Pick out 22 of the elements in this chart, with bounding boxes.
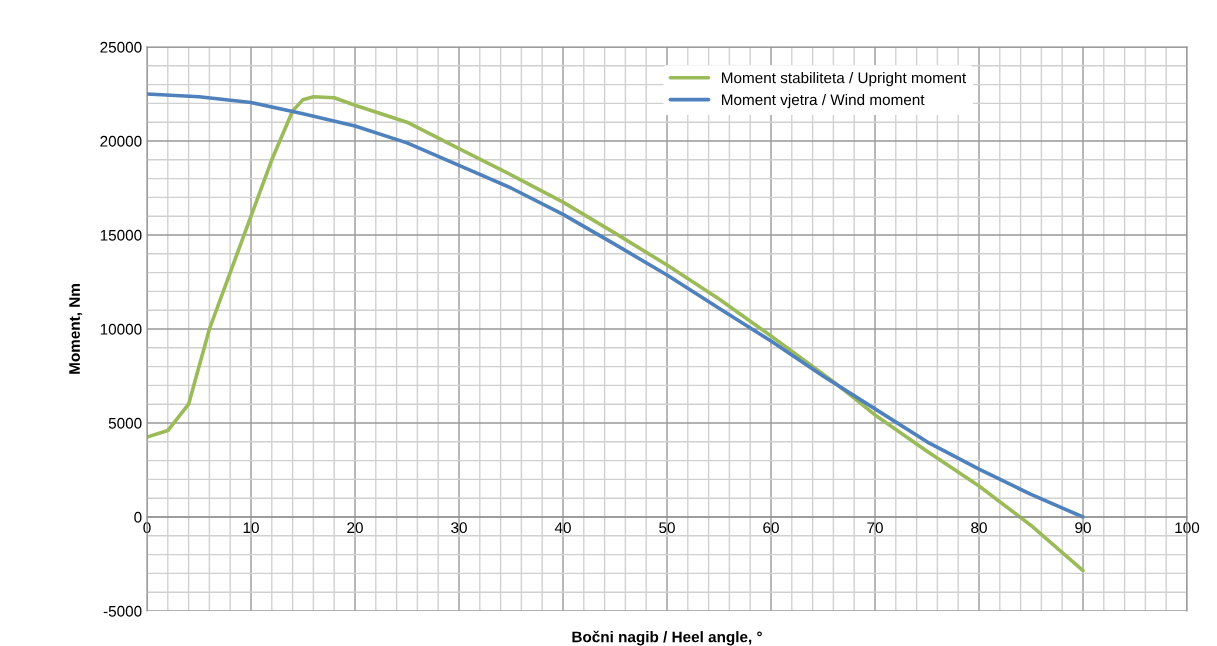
x-tick-label: 10 [243, 522, 259, 534]
y-tick-label: 5000 [108, 417, 142, 429]
legend-label: Moment stabiliteta / Upright moment [722, 72, 967, 87]
y-tick-label: 25000 [100, 41, 142, 53]
legend-label: Moment vjetra / Wind moment [722, 93, 925, 109]
x-tick-label: 100 [1175, 522, 1200, 534]
y-tick-label: 10000 [100, 323, 142, 335]
x-tick-label: 0 [143, 522, 151, 534]
x-tick-label: 70 [867, 522, 883, 534]
y-tick-label: 0 [134, 511, 142, 523]
x-tick-label: 40 [554, 522, 571, 534]
y-tick-label: 20000 [100, 135, 142, 147]
x-tick-label: 50 [659, 522, 675, 534]
x-axis-title: Bočni nagib / Heel angle, ° [572, 630, 762, 646]
x-tick-label: 90 [1075, 522, 1091, 534]
y-axis-title: Moment, Nm [69, 284, 83, 374]
x-tick-label: 20 [347, 522, 363, 534]
x-tick-label: 60 [763, 522, 779, 534]
x-tick-label: 30 [451, 522, 467, 534]
y-tick-label: 15000 [100, 229, 142, 241]
x-tick-label: 80 [971, 522, 987, 534]
y-tick-label: -5000 [103, 605, 142, 617]
